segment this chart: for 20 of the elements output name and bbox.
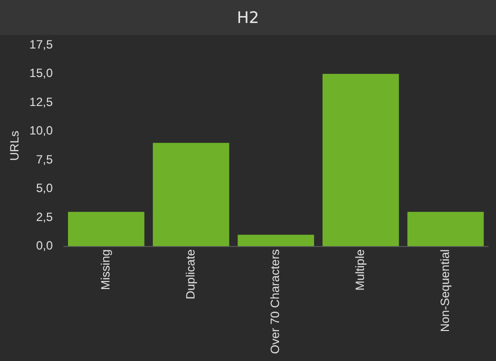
- y-tick-label: 10,0: [29, 124, 54, 138]
- x-tick-label: Multiple: [353, 248, 368, 291]
- bar: [152, 142, 230, 246]
- x-tick-label: Duplicate: [183, 248, 198, 300]
- x-tick-label: Over 70 Characters: [268, 249, 282, 354]
- y-tick-label: 0,0: [36, 238, 54, 253]
- x-tick-label: Non-Sequential: [438, 249, 452, 332]
- y-tick-label: 15,0: [29, 66, 54, 80]
- y-tick-label: 5,0: [36, 181, 54, 196]
- y-axis-title: URLs: [8, 130, 22, 161]
- y-tick-label: 12,5: [29, 94, 54, 109]
- bar: [68, 212, 144, 246]
- y-tick-label: 7,5: [36, 152, 54, 166]
- bar: [407, 212, 484, 246]
- y-tick-label: 17,5: [29, 38, 54, 52]
- bar: [238, 234, 314, 246]
- x-tick-label: Missing: [98, 249, 112, 290]
- y-tick-label: 2,5: [36, 210, 54, 224]
- bar: [322, 74, 399, 246]
- chart-title: H2: [0, 0, 496, 35]
